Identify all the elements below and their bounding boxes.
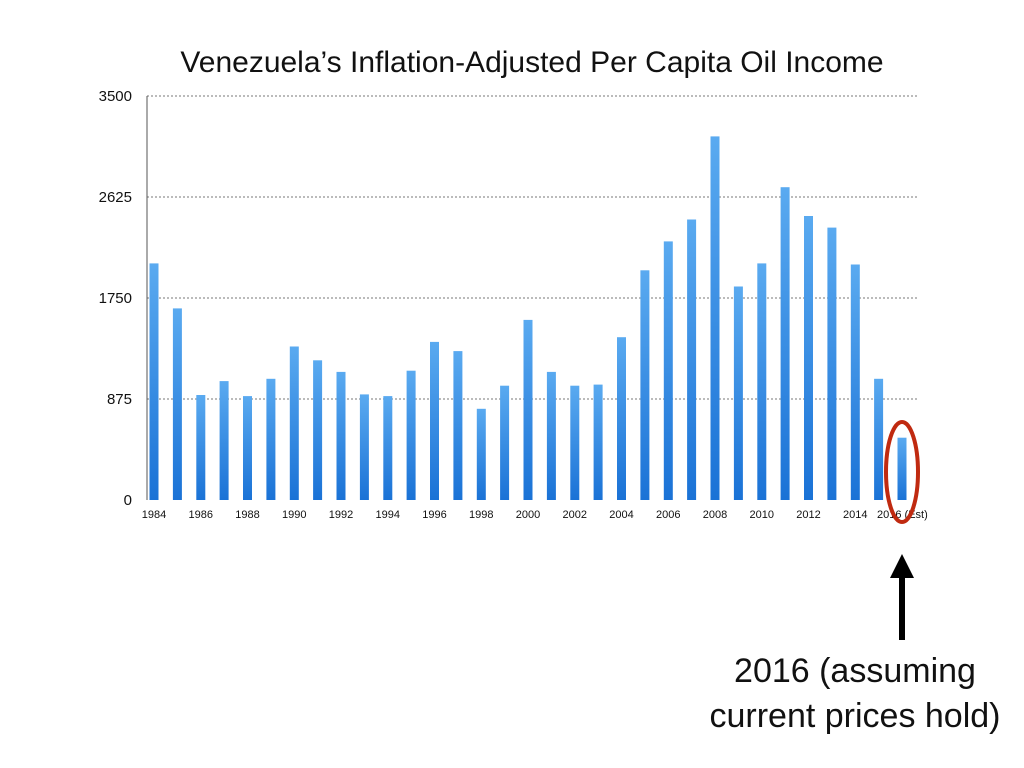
y-tick-label: 3500 [99, 88, 132, 105]
bar-2004 [617, 337, 626, 500]
bar-1992 [336, 371, 346, 500]
bar-1985 [172, 308, 182, 500]
bar-2016 [897, 437, 907, 500]
arrow [890, 554, 914, 640]
bar-2002 [570, 385, 580, 500]
x-tick-label: 1990 [282, 509, 306, 521]
x-tick-label: 2002 [563, 509, 587, 521]
bar-2003 [593, 384, 603, 500]
x-tick-label: 1992 [329, 509, 353, 521]
bar-2001 [546, 371, 556, 500]
highlight-ellipse [884, 420, 920, 524]
x-tick-label: 2012 [796, 509, 820, 521]
bar-2012 [804, 216, 813, 500]
bar-2000 [523, 319, 533, 500]
x-tick-label: 2000 [516, 509, 540, 521]
bar-2006 [663, 241, 673, 500]
y-tick-label: 0 [124, 492, 132, 509]
annotation-line-1: 2016 (assuming [734, 652, 976, 690]
bar-2015 [874, 378, 884, 500]
x-tick-label: 2014 [843, 509, 867, 521]
bar-1986 [196, 395, 206, 500]
y-axis: 0 875 1750 2625 3500 [99, 88, 132, 509]
x-tick-label: 2016 (Est) [877, 509, 928, 521]
bar-2013 [827, 227, 837, 500]
bar-2008 [710, 136, 720, 500]
x-tick-label: 2006 [656, 509, 680, 521]
bar-1991 [313, 360, 323, 500]
y-tick-label: 2625 [99, 189, 132, 206]
bar-2010 [757, 263, 767, 500]
y-tick-label: 1750 [99, 290, 132, 307]
x-tick-label: 1984 [142, 509, 166, 521]
x-tick-label: 1986 [189, 509, 213, 521]
bar-1997 [453, 351, 463, 500]
x-tick-label: 1998 [469, 509, 493, 521]
bar-1988 [243, 396, 252, 500]
bar-1989 [266, 378, 276, 500]
bar-1993 [359, 394, 369, 500]
annotation-line-2: current prices hold) [709, 697, 1000, 735]
bars [149, 136, 907, 500]
x-tick-label: 2008 [703, 509, 727, 521]
bar-1984 [149, 263, 159, 500]
x-tick-label: 1996 [422, 509, 446, 521]
bar-1999 [500, 385, 510, 500]
bar-1990 [289, 346, 299, 500]
x-tick-label: 2004 [609, 509, 633, 521]
chart-title: Venezuela’s Inflation-Adjusted Per Capit… [180, 46, 883, 79]
y-tick-label: 875 [107, 391, 132, 408]
bar-2005 [640, 270, 650, 500]
x-tick-label: 2010 [750, 509, 774, 521]
bar-1994 [383, 396, 393, 500]
bar-2009 [733, 286, 743, 500]
x-tick-label: 1988 [235, 509, 259, 521]
bar-1996 [430, 341, 439, 500]
bar-2007 [687, 219, 697, 500]
x-tick-label: 1994 [376, 509, 400, 521]
bar-1987 [219, 381, 229, 500]
bar-1998 [476, 408, 486, 500]
x-axis: 1984 1986 1988 1990 1992 1994 1996 1998 2000 2002… [142, 509, 928, 521]
bar-1995 [406, 370, 416, 500]
bar-2011 [780, 187, 790, 500]
bar-2014 [850, 264, 860, 500]
